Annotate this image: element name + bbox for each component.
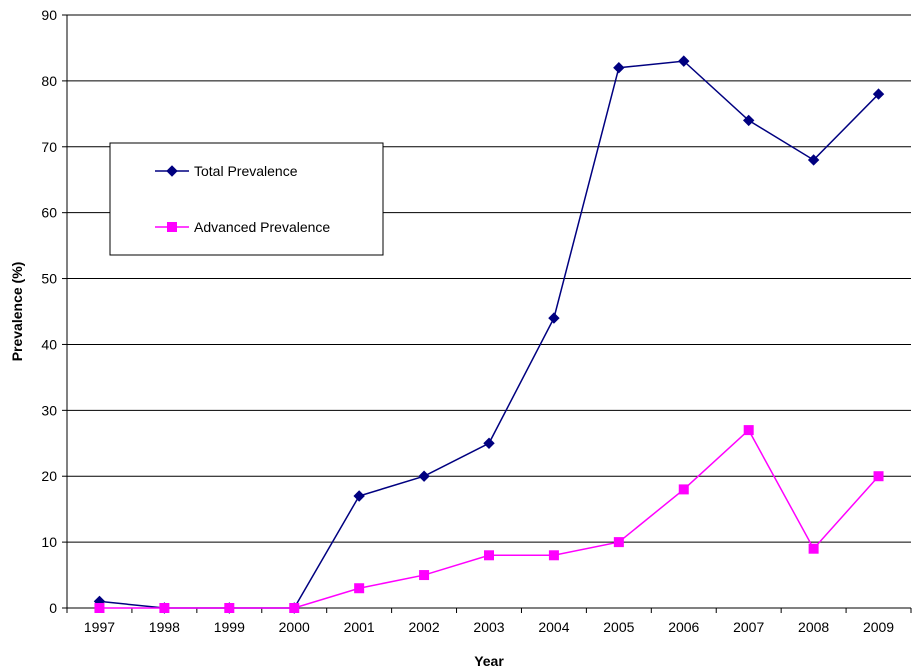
data-point xyxy=(808,543,819,554)
data-point xyxy=(94,603,105,613)
data-point xyxy=(159,603,170,613)
legend-marker xyxy=(167,222,177,232)
series-line xyxy=(99,428,880,609)
data-point xyxy=(354,583,365,594)
data-point xyxy=(873,471,884,482)
x-tick-label: 2001 xyxy=(344,619,375,635)
data-point xyxy=(613,62,625,74)
data-point xyxy=(353,490,365,502)
data-point xyxy=(483,437,495,449)
data-point xyxy=(548,312,560,324)
series-total-prevalence xyxy=(93,55,885,614)
x-axis-title: Year xyxy=(474,653,504,669)
data-point xyxy=(872,88,885,100)
y-tick-label: 70 xyxy=(41,139,57,155)
data-point xyxy=(484,550,494,561)
axes xyxy=(62,14,912,613)
x-tick-label: 1998 xyxy=(149,619,180,635)
y-tick-label: 80 xyxy=(41,73,57,89)
x-tick-label: 2005 xyxy=(603,619,634,635)
y-tick-labels: 0 10 20 30 40 50 60 70 80 90 xyxy=(41,7,57,616)
data-point xyxy=(418,470,430,482)
x-tick-label: 1997 xyxy=(84,619,115,635)
data-point xyxy=(807,154,820,166)
data-point xyxy=(678,55,690,67)
x-tick-label: 2006 xyxy=(668,619,699,635)
legend: Total Prevalence Advanced Prevalence xyxy=(109,142,384,256)
legend-label: Advanced Prevalence xyxy=(194,219,330,235)
y-tick-label: 30 xyxy=(41,402,57,418)
x-tick-labels: 1997 1998 1999 2000 2001 2002 2003 2004 2005 2006… xyxy=(84,619,894,635)
y-axis-title: Prevalence (%) xyxy=(9,262,25,362)
data-point xyxy=(548,550,559,561)
legend-box xyxy=(109,142,384,256)
x-tick-label: 2002 xyxy=(408,619,439,635)
y-tick-label: 40 xyxy=(41,336,57,352)
data-point xyxy=(289,603,300,613)
x-tick-label: 2000 xyxy=(279,619,310,635)
y-tick-label: 10 xyxy=(41,534,57,550)
data-point xyxy=(419,570,430,581)
data-point xyxy=(742,114,755,127)
y-tick-label: 90 xyxy=(41,7,57,23)
data-point xyxy=(613,537,624,548)
legend-label: Total Prevalence xyxy=(194,163,298,179)
x-tick-label: 2008 xyxy=(798,619,829,635)
y-tick-label: 0 xyxy=(49,600,57,616)
y-tick-label: 20 xyxy=(41,468,57,484)
legend-marker xyxy=(166,165,178,177)
x-tick-label: 2009 xyxy=(863,619,894,635)
x-tick-label: 2007 xyxy=(733,619,764,635)
series-advanced-prevalence xyxy=(94,425,884,613)
series-group xyxy=(93,55,885,614)
x-tick-label: 1999 xyxy=(214,619,245,635)
gridlines xyxy=(67,14,911,543)
data-point xyxy=(743,425,754,436)
data-point xyxy=(224,603,235,613)
y-tick-label: 60 xyxy=(41,205,57,221)
data-point xyxy=(678,484,689,495)
x-tick-label: 2004 xyxy=(538,619,569,635)
y-tick-label: 50 xyxy=(41,271,57,287)
x-tick-label: 2003 xyxy=(473,619,504,635)
